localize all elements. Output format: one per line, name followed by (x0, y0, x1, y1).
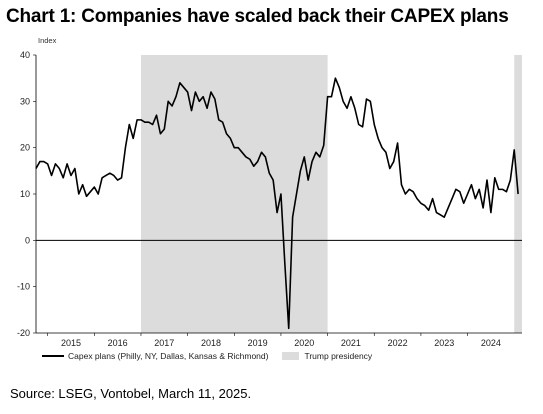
legend: Capex plans (Philly, NY, Dallas, Kansas … (42, 351, 372, 361)
x-tick-label: 2021 (341, 338, 361, 348)
y-tick-label: 40 (20, 50, 30, 60)
y-tick-labels: 40 30 20 10 0 -10 -20 (17, 50, 36, 338)
y-axis-unit-label: Index (38, 36, 57, 45)
legend-item-trump-presidency: Trump presidency (304, 351, 373, 361)
x-tick-labels: 2015 2016 2017 2018 2019 2020 2021 2022 2023 2024 (47, 333, 501, 348)
y-tick-label: -20 (17, 328, 30, 338)
x-tick-label: 2022 (388, 338, 408, 348)
x-tick-label: 2016 (108, 338, 128, 348)
y-tick-label: 20 (20, 143, 30, 153)
series-layer (35, 77, 519, 330)
y-tick-label: 10 (20, 189, 30, 199)
x-tick-label: 2019 (248, 338, 268, 348)
chart-title: Chart 1: Companies have scaled back thei… (6, 6, 509, 27)
x-tick-label: 2024 (481, 338, 501, 348)
series-line-capex-plans (35, 77, 519, 330)
x-tick-label: 2015 (61, 338, 81, 348)
legend-item-capex: Capex plans (Philly, NY, Dallas, Kansas … (68, 351, 269, 361)
shaded-region-0 (140, 55, 328, 333)
source-note: Source: LSEG, Vontobel, March 11, 2025. (10, 386, 252, 401)
x-tick-label: 2020 (294, 338, 314, 348)
x-tick-label: 2017 (154, 338, 174, 348)
y-tick-label: -10 (17, 282, 30, 292)
x-tick-label: 2018 (201, 338, 221, 348)
x-tick-label: 2023 (434, 338, 454, 348)
y-tick-label: 30 (20, 96, 30, 106)
legend-line-swatch (42, 355, 64, 357)
y-tick-label: 0 (25, 235, 30, 245)
shaded-region-1 (514, 55, 522, 333)
legend-shade-swatch (282, 352, 300, 360)
